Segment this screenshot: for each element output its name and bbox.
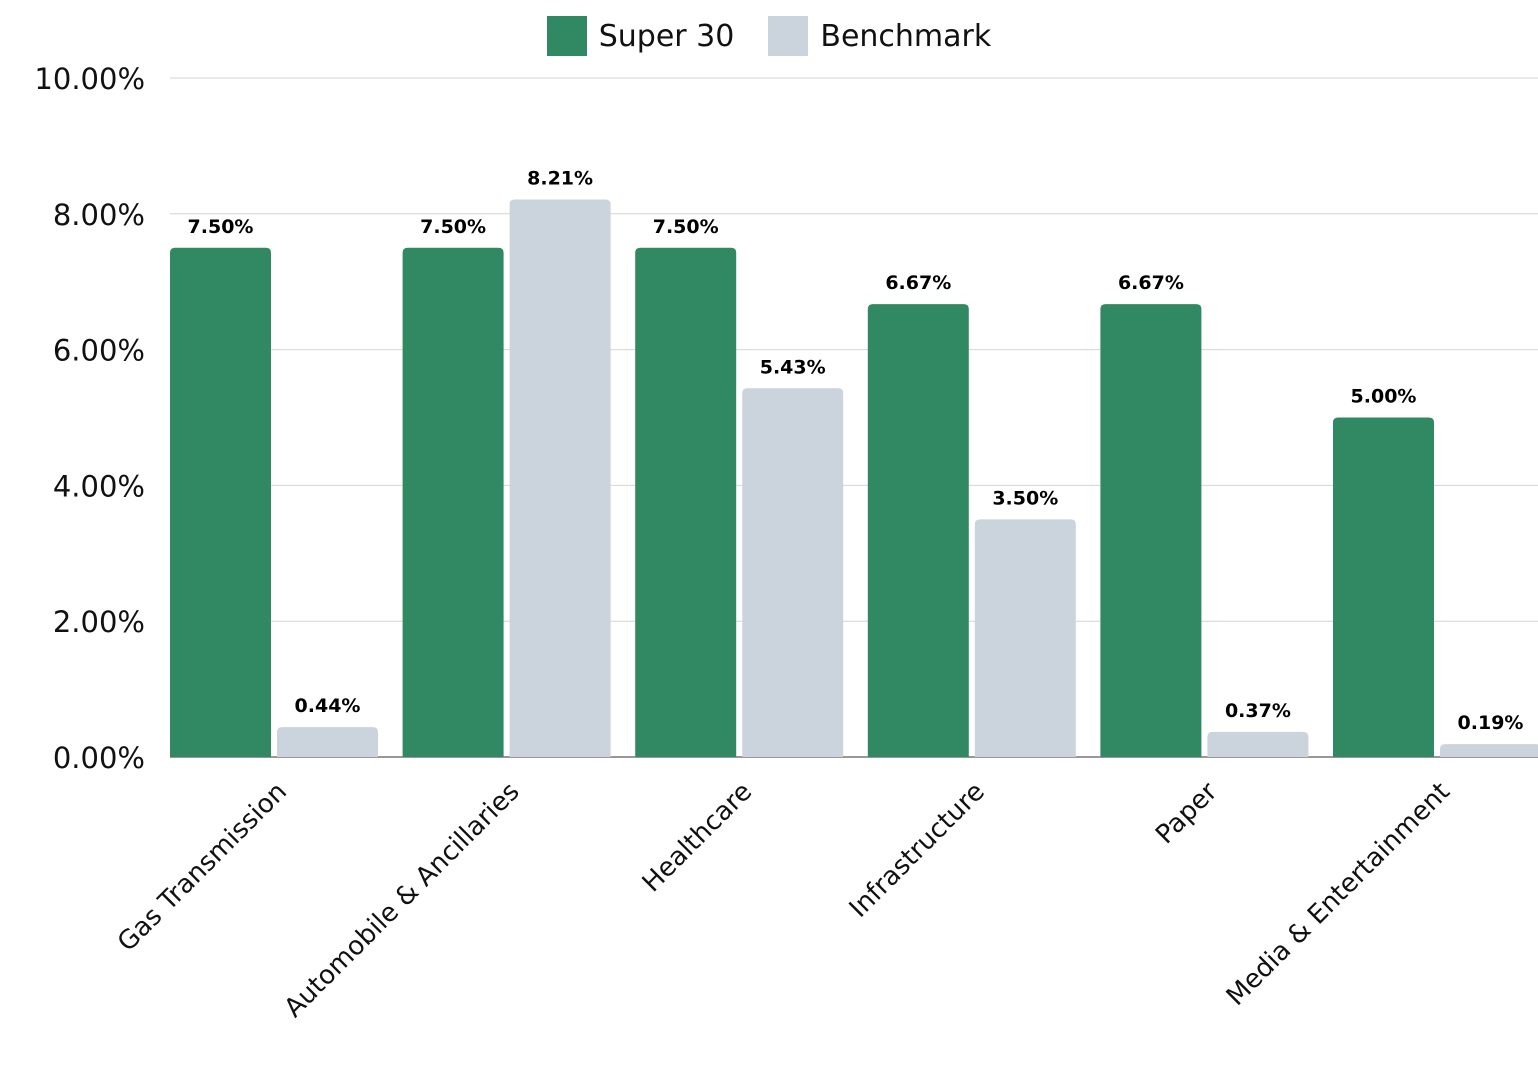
bar-benchmark[interactable] [742,388,844,757]
y-tick-label: 6.00% [53,334,145,368]
gridlines [170,77,1538,758]
legend-label-super-30: Super 30 [598,18,735,54]
y-tick-label: 4.00% [53,469,145,503]
bars [170,199,1538,758]
bar-super-30[interactable] [635,247,737,757]
legend-item-benchmark[interactable]: Benchmark [768,16,991,56]
data-label-benchmark: 0.19% [1458,712,1524,734]
data-label-benchmark: 3.50% [992,487,1058,509]
data-label-super-30: 5.00% [1351,386,1417,408]
y-tick-label: 10.00% [34,62,145,96]
bar-super-30[interactable] [867,304,969,757]
x-category-label: Paper [1150,777,1223,850]
legend: Super 30 Benchmark [0,16,1538,56]
x-category-label: Automobile & Ancillaries [279,777,526,1024]
data-label-super-30: 7.50% [653,216,719,238]
bar-benchmark[interactable] [509,199,611,757]
data-label-super-30: 6.67% [885,272,951,294]
legend-item-super-30[interactable]: Super 30 [546,16,735,56]
data-label-benchmark: 5.43% [760,356,826,378]
data-label-benchmark: 8.21% [527,168,593,190]
x-category-label: Infrastructure [844,777,991,924]
y-tick-label: 0.00% [53,741,145,775]
data-label-super-30: 7.50% [188,216,254,238]
bar-benchmark[interactable] [1207,731,1309,757]
x-category-label: Gas Transmission [112,777,293,958]
data-label-super-30: 6.67% [1118,272,1184,294]
data-label-benchmark: 0.44% [295,695,361,717]
x-category-label: Media & Entertainment [1221,777,1456,1012]
bar-benchmark[interactable] [1440,744,1538,757]
data-labels: 7.50% 0.44% 7.50% 8.21% 7.50% 5.43% 6.67% 3.50%… [188,168,1524,735]
legend-label-benchmark: Benchmark [820,18,992,54]
bar-super-30[interactable] [170,247,271,757]
bar-super-30[interactable] [402,247,504,757]
x-category-label: Healthcare [637,777,758,898]
bar-benchmark[interactable] [974,519,1076,757]
data-label-super-30: 7.50% [420,216,486,238]
bar-super-30[interactable] [1100,304,1202,757]
y-axis-ticks: 0.00% 2.00% 4.00% 6.00% 8.00% 10.00% [34,62,145,775]
y-tick-label: 2.00% [53,605,145,639]
bar-benchmark[interactable] [277,727,378,757]
y-tick-label: 8.00% [53,198,145,232]
data-label-benchmark: 0.37% [1225,700,1291,722]
legend-swatch-benchmark [768,16,809,56]
bar-super-30[interactable] [1333,417,1434,758]
legend-swatch-super-30 [546,16,587,56]
